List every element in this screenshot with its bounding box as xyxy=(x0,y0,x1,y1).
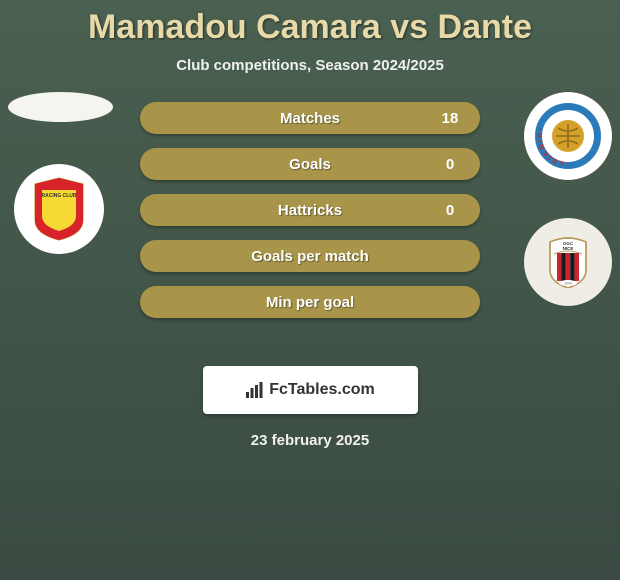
right-player-column: · L E I K N I R · OGC NICE xyxy=(524,92,612,306)
stat-row-matches: Matches 18 xyxy=(140,102,480,134)
stat-row-min-per-goal: Min per goal xyxy=(140,286,480,318)
stat-label: Goals per match xyxy=(200,248,420,265)
stat-row-hattricks: Hattricks 0 xyxy=(140,194,480,226)
stat-right-value: 18 xyxy=(420,110,480,127)
stat-right-value: 0 xyxy=(420,156,480,173)
stat-label: Matches xyxy=(200,110,420,127)
stat-label: Min per goal xyxy=(200,294,420,311)
leiknir-ring-icon: · L E I K N I R · xyxy=(535,103,601,169)
bar-chart-icon xyxy=(245,381,263,399)
comparison-panel: RACING CLUB RC · L E I K N xyxy=(0,98,620,358)
stat-label: Hattricks xyxy=(200,202,420,219)
nice-crest-icon: OGC NICE 1904 xyxy=(548,236,588,288)
lens-crest-icon: RACING CLUB RC xyxy=(31,176,87,242)
svg-text:RACING CLUB: RACING CLUB xyxy=(42,193,77,199)
stats-list: Matches 18 Goals 0 Hattricks 0 Goals per… xyxy=(140,98,480,318)
stat-right-value: 0 xyxy=(420,202,480,219)
player-avatar-placeholder xyxy=(8,92,113,122)
club-badge-lens: RACING CLUB RC xyxy=(14,164,104,254)
watermark-text: FcTables.com xyxy=(269,381,375,399)
svg-text:· L E I K N I R ·: · L E I K N I R · xyxy=(537,127,568,167)
svg-text:RC: RC xyxy=(49,203,69,219)
subtitle: Club competitions, Season 2024/2025 xyxy=(0,57,620,74)
club-badge-nice: OGC NICE 1904 xyxy=(524,218,612,306)
stat-label: Goals xyxy=(200,156,420,173)
page-title: Mamadou Camara vs Dante xyxy=(0,0,620,47)
stat-row-goals: Goals 0 xyxy=(140,148,480,180)
left-player-column: RACING CLUB RC xyxy=(8,92,113,254)
date-text: 23 february 2025 xyxy=(0,432,620,449)
svg-text:NICE: NICE xyxy=(563,246,574,251)
watermark-badge: FcTables.com xyxy=(203,366,418,414)
svg-text:1904: 1904 xyxy=(564,282,572,286)
stat-row-goals-per-match: Goals per match xyxy=(140,240,480,272)
club-badge-leiknir: · L E I K N I R · xyxy=(524,92,612,180)
